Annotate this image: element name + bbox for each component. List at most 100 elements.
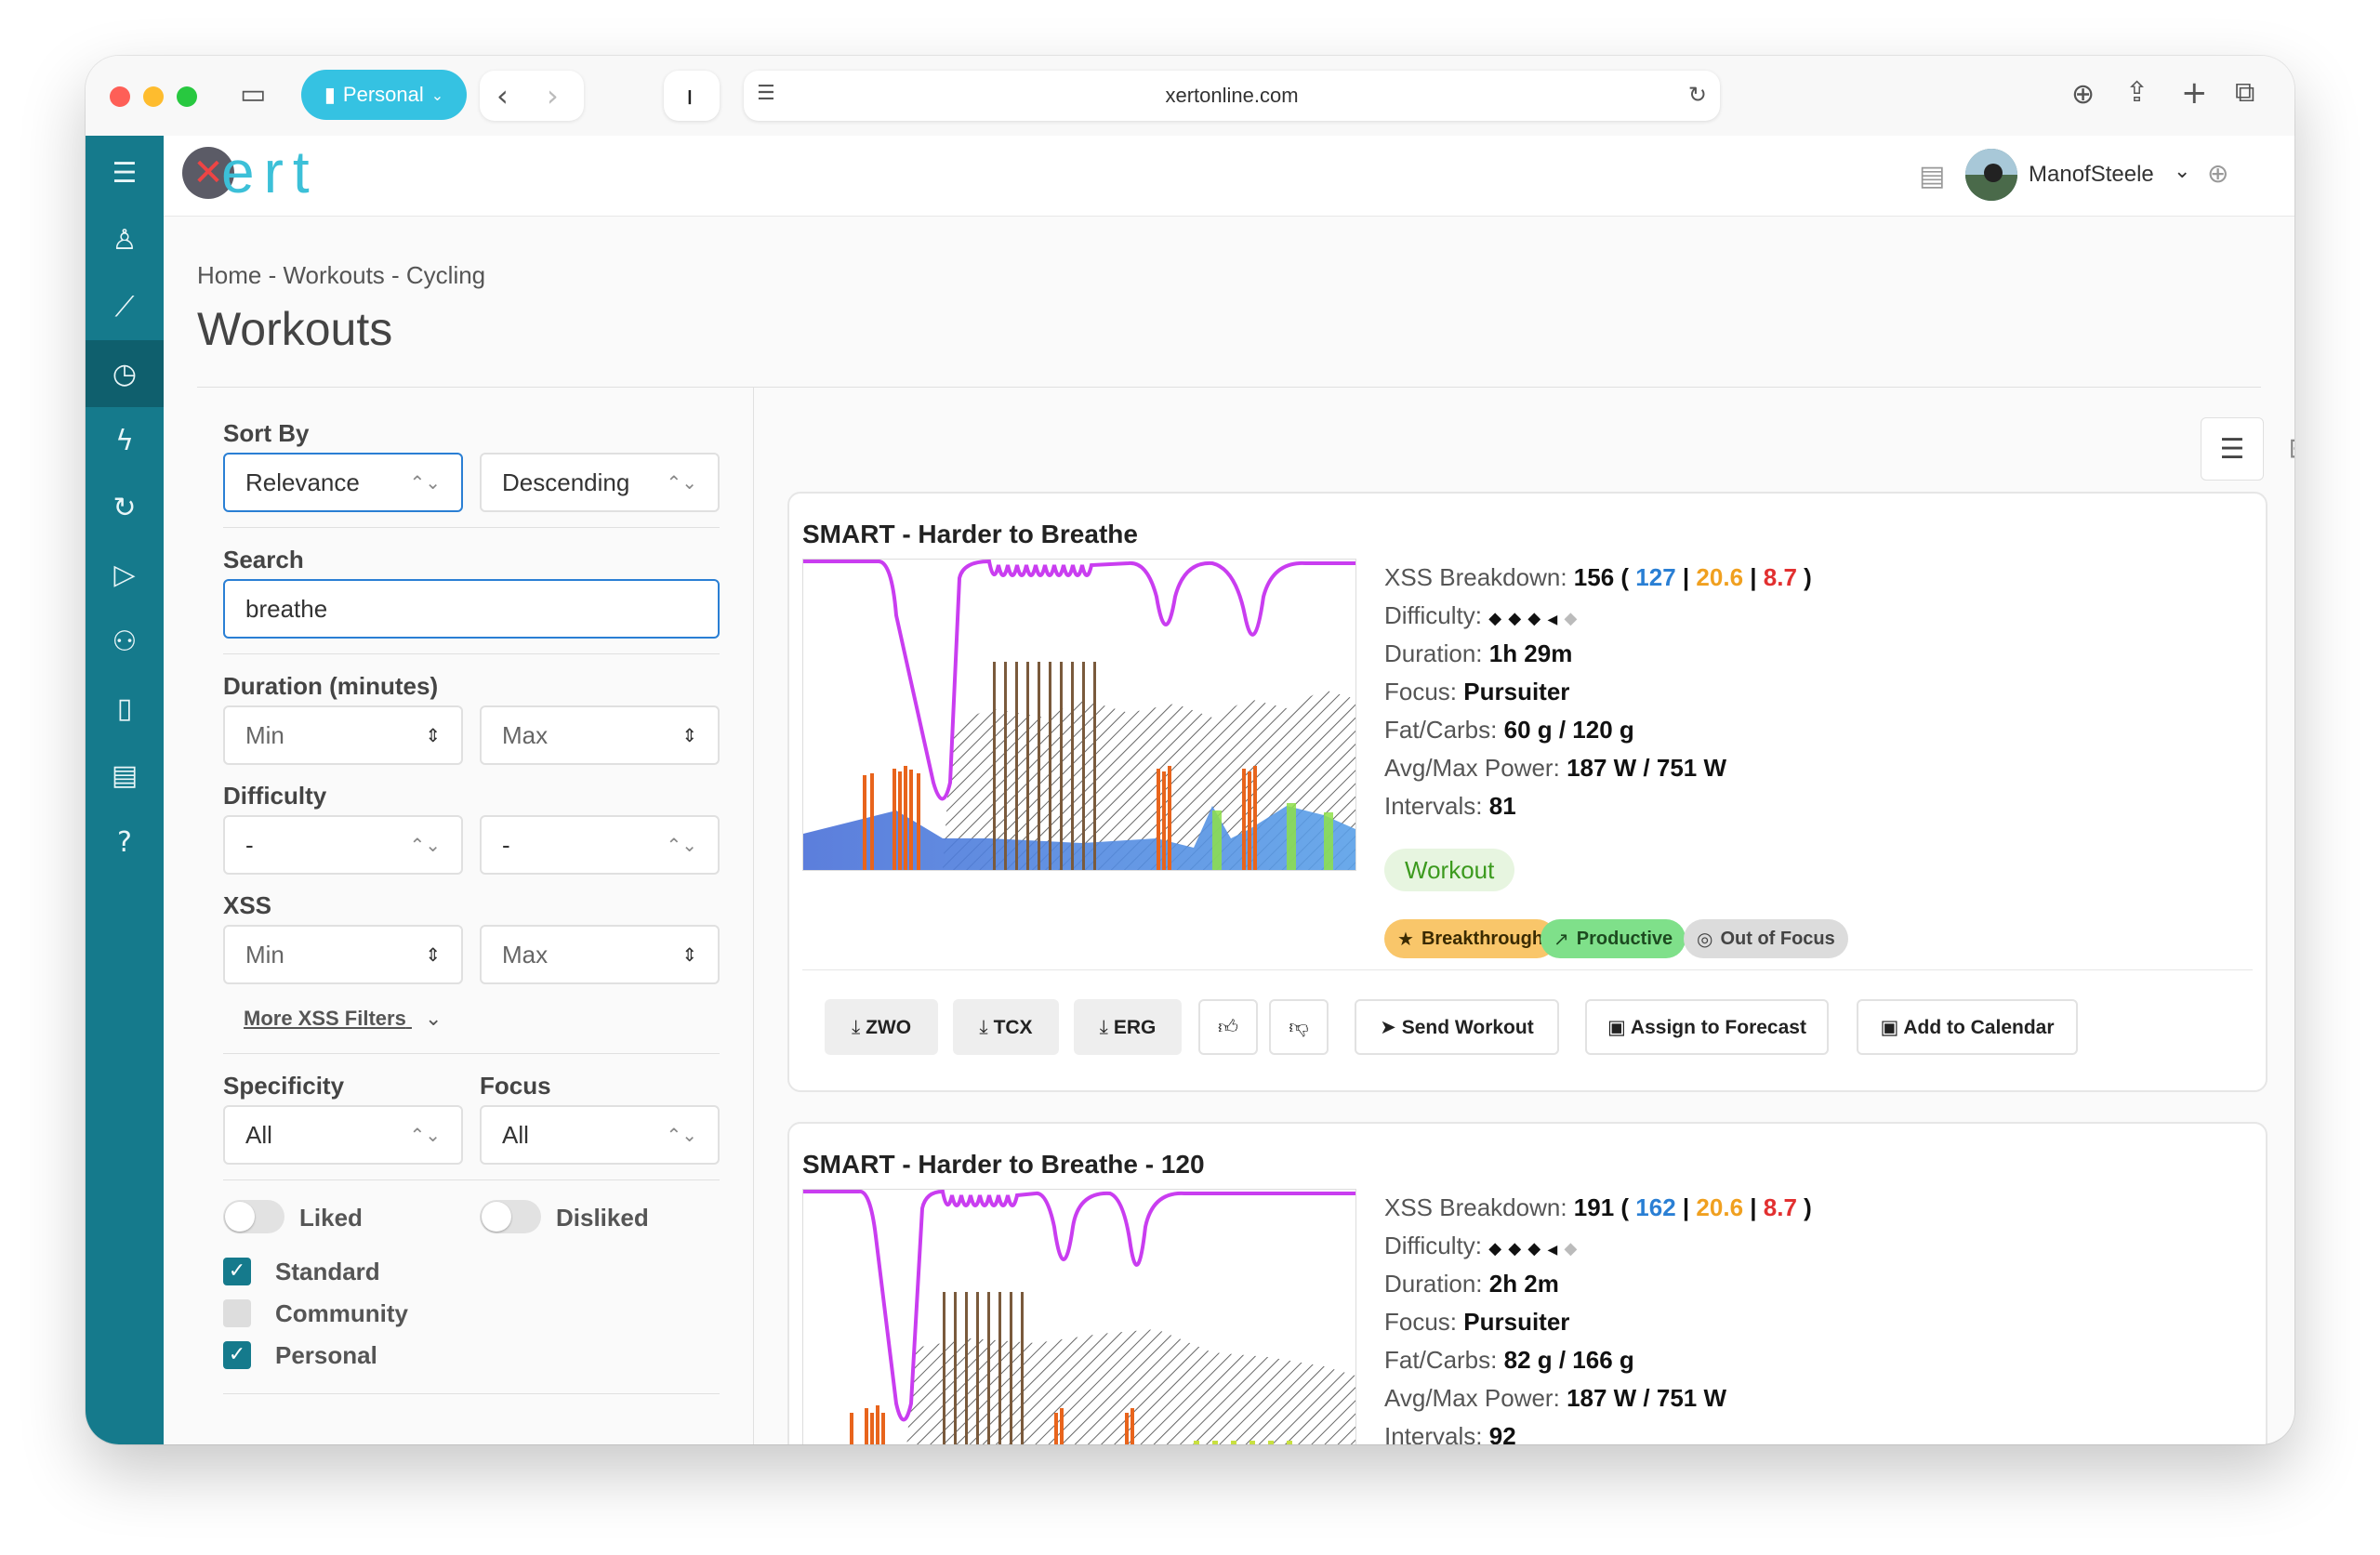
workout-card[interactable]: SMART - Harder to Breathe: [787, 492, 2268, 1092]
specificity-label: Specificity: [223, 1072, 345, 1100]
difficulty-min-select[interactable]: - ⌃⌄: [223, 815, 463, 875]
menu-icon[interactable]: ☰: [112, 156, 138, 190]
reload-icon[interactable]: ↻: [1687, 82, 1707, 108]
specificity-select[interactable]: All ⌃⌄: [223, 1105, 463, 1165]
page-menu-icon[interactable]: ☰: [757, 82, 775, 105]
thumbs-down-icon: 👎︎: [1289, 1016, 1309, 1038]
diamond-icon: ◆: [1508, 609, 1522, 628]
filter-divider: [223, 1393, 720, 1394]
list-view-button[interactable]: ☰: [2201, 417, 2264, 481]
lightning-icon[interactable]: ϟ: [115, 424, 134, 457]
card-divider: [802, 969, 2253, 970]
send-workout-button[interactable]: ➤ Send Workout: [1355, 999, 1559, 1055]
newspaper-icon[interactable]: ▤: [1919, 160, 1946, 192]
forward-button[interactable]: ›: [547, 78, 559, 113]
xert-logo[interactable]: [182, 147, 234, 199]
xss-min-input[interactable]: Min ⇕: [223, 925, 463, 984]
mobile-icon[interactable]: ▯: [116, 692, 133, 725]
username[interactable]: ManofSteele: [2029, 162, 2154, 187]
duration-min-input[interactable]: Min ⇕: [223, 705, 463, 765]
more-xss-filters-link[interactable]: More XSS Filters ⌄: [244, 1007, 442, 1031]
download-zwo-button[interactable]: ⤓ ZWO: [825, 999, 938, 1055]
stopwatch-icon[interactable]: ◷: [86, 340, 164, 407]
xss-peak: 8.7: [1763, 563, 1797, 591]
download-tcx-button[interactable]: ⤓ TCX: [953, 999, 1059, 1055]
disliked-toggle[interactable]: [480, 1200, 541, 1233]
stepper-icon[interactable]: ⇕: [681, 724, 697, 746]
sort-field-select[interactable]: Relevance ⌃⌄: [223, 453, 463, 512]
workout-card[interactable]: SMART - Harder to Breathe - 120: [787, 1122, 2268, 1444]
extension-button[interactable]: ı: [664, 71, 720, 121]
half-diamond-icon: ◀: [1547, 1243, 1558, 1258]
half-diamond-icon: ◀: [1547, 613, 1558, 627]
filters-panel: Sort By Relevance ⌃⌄ Descending ⌃⌄ Searc…: [197, 388, 754, 1444]
focus-value: Pursuiter: [1463, 1308, 1570, 1336]
page-title: Workouts: [197, 303, 393, 355]
download-erg-button[interactable]: ⤓ ERG: [1074, 999, 1182, 1055]
sync-icon[interactable]: ↻: [112, 491, 137, 524]
group-icon[interactable]: ⚇: [112, 625, 138, 658]
breadcrumb[interactable]: Home - Workouts - Cycling: [197, 261, 486, 289]
xss-breakdown-label: XSS Breakdown:: [1384, 563, 1567, 591]
profile-icon[interactable]: ♙: [112, 223, 138, 257]
back-button[interactable]: ‹: [496, 78, 509, 113]
close-window-button[interactable]: [110, 86, 130, 107]
xss-low: 162: [1635, 1193, 1676, 1221]
standard-checkbox[interactable]: ✓: [223, 1258, 251, 1285]
difficulty-min-value: -: [245, 831, 254, 859]
intervals-label: Intervals:: [1384, 1422, 1483, 1444]
intervals-row: Intervals: 92: [1384, 1417, 1812, 1444]
stepper-icon[interactable]: ⇕: [425, 943, 441, 966]
share-icon[interactable]: ⇪: [2125, 76, 2149, 109]
assign-forecast-button[interactable]: ▣ Assign to Forecast: [1585, 999, 1829, 1055]
grid-view-button[interactable]: ⊞: [2269, 417, 2294, 479]
difficulty-rating: ◆ ◆ ◆ ◀ ◆: [1488, 1232, 1577, 1259]
disliked-label: Disliked: [556, 1204, 649, 1232]
zoom-window-button[interactable]: [177, 86, 197, 107]
diamond-icon: ◆: [1527, 1239, 1541, 1258]
sort-order-select[interactable]: Descending ⌃⌄: [480, 453, 720, 512]
breakthrough-label: Breakthrough: [1421, 929, 1544, 949]
liked-toggle[interactable]: [223, 1200, 284, 1233]
tab-overview-icon[interactable]: ⧉: [2235, 76, 2255, 109]
focus-select[interactable]: All ⌃⌄: [480, 1105, 720, 1165]
community-label: Community: [275, 1299, 408, 1327]
stepper-icon[interactable]: ⇕: [425, 724, 441, 746]
sidebar-toggle-icon[interactable]: ▭: [240, 78, 267, 111]
send-icon: ➤: [1380, 1016, 1396, 1038]
filter-divider: [223, 1053, 720, 1054]
updown-icon: ⌃⌄: [666, 471, 697, 494]
chevron-down-icon[interactable]: ⌄: [2174, 160, 2191, 183]
dislike-button[interactable]: 👎︎: [1269, 999, 1329, 1055]
difficulty-label: Difficulty:: [1384, 1232, 1482, 1259]
personal-label: Personal: [275, 1341, 377, 1369]
workout-title[interactable]: SMART - Harder to Breathe: [802, 520, 1138, 548]
help-icon[interactable]: ?: [117, 825, 132, 859]
like-button[interactable]: 👍︎: [1198, 999, 1258, 1055]
downloads-icon[interactable]: ⊕: [2071, 78, 2096, 111]
minimize-window-button[interactable]: [143, 86, 164, 107]
duration-label: Duration (minutes): [223, 672, 439, 700]
address-bar[interactable]: ☰ xertonline.com ↻: [744, 71, 1720, 121]
profile-switcher-button[interactable]: ▮ Personal ⌄: [301, 70, 467, 120]
personal-checkbox[interactable]: ✓: [223, 1341, 251, 1369]
community-checkbox[interactable]: [223, 1299, 251, 1327]
avatar[interactable]: [1965, 149, 2017, 201]
xss-max-input[interactable]: Max ⇕: [480, 925, 720, 984]
duration-max-input[interactable]: Max ⇕: [480, 705, 720, 765]
workout-title[interactable]: SMART - Harder to Breathe - 120: [802, 1150, 1205, 1179]
search-input[interactable]: breathe: [223, 579, 720, 639]
new-tab-icon[interactable]: +: [2181, 74, 2208, 112]
power-row: Avg/Max Power: 187 W / 751 W: [1384, 1379, 1812, 1417]
chart-icon[interactable]: ⟋: [114, 290, 135, 323]
difficulty-max-select[interactable]: - ⌃⌄: [480, 815, 720, 875]
xss-peak: 8.7: [1763, 1193, 1797, 1221]
add-calendar-button[interactable]: ▣ Add to Calendar: [1857, 999, 2078, 1055]
chevron-down-icon: ⌄: [430, 86, 444, 104]
search-value: breathe: [245, 595, 328, 623]
play-icon[interactable]: ▷: [113, 558, 136, 591]
stepper-icon[interactable]: ⇕: [681, 943, 697, 966]
news-icon[interactable]: ▤: [111, 758, 139, 792]
add-circle-icon[interactable]: ⊕: [2207, 158, 2229, 189]
xss-breakdown-row: XSS Breakdown: 156 ( 127 | 20.6 | 8.7 ): [1384, 563, 1812, 591]
